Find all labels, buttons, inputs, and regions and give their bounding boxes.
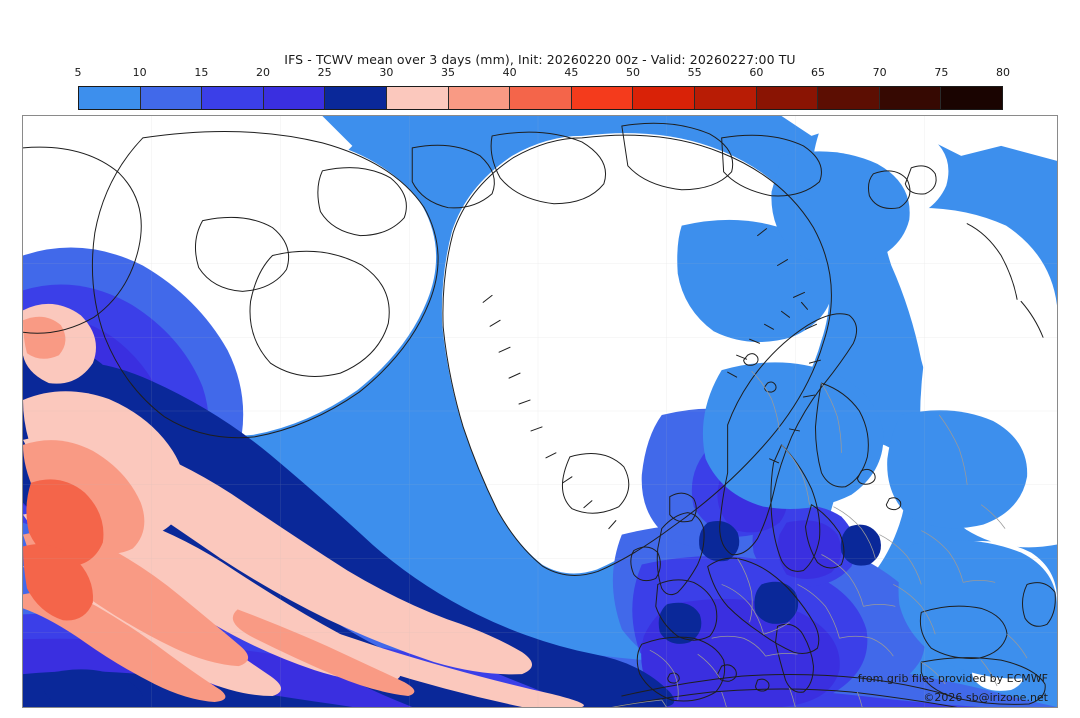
map-canvas[interactable]: [22, 115, 1058, 708]
colorbar-swatch-65-70: [818, 87, 880, 109]
tcwv-field: [23, 116, 1057, 707]
country-borders: [611, 370, 1028, 707]
colorbar-tick-60: 60: [749, 66, 764, 79]
colorbar-swatch-20-25: [263, 87, 326, 109]
colorbar-swatch-45-50: [571, 87, 634, 109]
colorbar-tick-55: 55: [687, 66, 702, 79]
colorbar-swatch-75-80: [941, 87, 1002, 109]
colorbar-tick-65: 65: [811, 66, 825, 79]
colorbar-tick-75: 75: [934, 66, 949, 79]
colorbar-tick-30: 30: [379, 66, 394, 79]
colorbar-tick-40: 40: [502, 66, 517, 79]
colorbar-tick-45: 45: [564, 66, 579, 79]
colorbar-swatch-30-35: [386, 87, 449, 109]
colorbar-tick-labels: 5 10 15 20 25 30 35 40 45 50 55 60 65 70 75 80: [74, 66, 1011, 82]
colorbar-tick-25: 25: [317, 66, 332, 79]
colorbar-swatch-50-55: [633, 87, 695, 109]
coastlines: [23, 122, 1056, 707]
page-title: IFS - TCWV mean over 3 days (mm), Init: …: [284, 52, 796, 67]
colorbar-tick-70: 70: [872, 66, 887, 79]
colorbar-tick-50: 50: [626, 66, 640, 79]
data-source-credit: from grib files provided by ECMWF: [857, 672, 1048, 685]
colorbar-swatch-70-75: [879, 87, 942, 109]
colorbar-tick-5: 5: [74, 66, 82, 79]
colorbar-tick-10: 10: [132, 66, 147, 79]
colorbar-swatch-35-40: [448, 87, 511, 109]
colorbar-swatches: [78, 86, 1003, 110]
map-svg: [23, 116, 1057, 707]
colorbar-tick-35: 35: [441, 66, 455, 79]
colorbar-swatch-5-10: [79, 87, 141, 109]
colorbar-swatch-15-20: [202, 87, 264, 109]
colorbar: [78, 86, 1003, 110]
copyright-credit: ©2026 sb@irizone.net: [923, 691, 1048, 704]
colorbar-swatch-40-45: [510, 87, 572, 109]
colorbar-swatch-10-15: [140, 87, 203, 109]
colorbar-tick-20: 20: [256, 66, 270, 79]
colorbar-swatch-55-60: [694, 87, 757, 109]
colorbar-tick-80: 80: [996, 66, 1010, 79]
colorbar-swatch-25-30: [325, 87, 387, 109]
colorbar-swatch-60-65: [756, 87, 819, 109]
colorbar-tick-15: 15: [194, 66, 209, 79]
map-gridlines: [23, 116, 1057, 707]
